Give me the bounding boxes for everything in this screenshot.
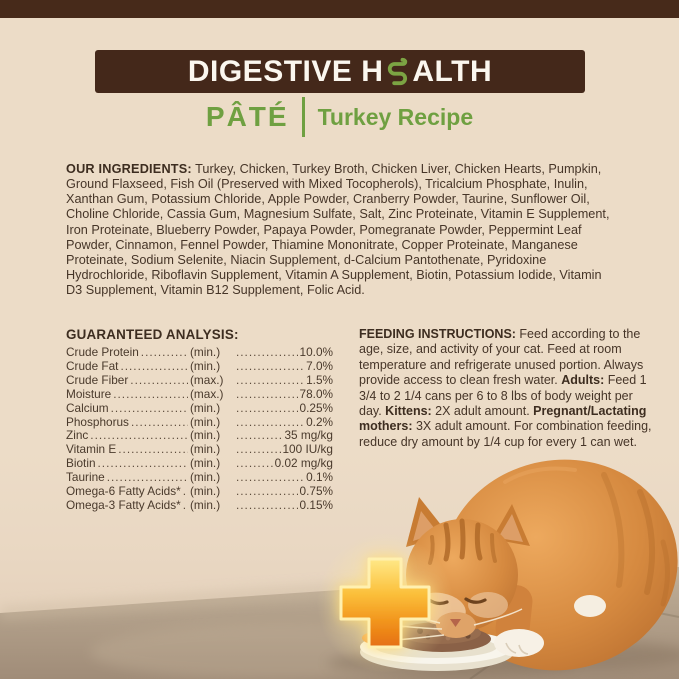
ingredients-section: OUR INGREDIENTS: Turkey, Chicken, Turkey… [66,162,619,299]
subtitle-row: PÂTÉ Turkey Recipe [0,97,679,137]
analysis-row: Crude Fiber(max.)1.5% [66,373,333,388]
feeding-instructions-text: FEEDING INSTRUCTIONS: Feed according to … [359,327,652,449]
analysis-row: Phosphorus(min.)0.2% [66,415,333,430]
intestine-icon [388,57,408,86]
analysis-row: Taurine(min.)0.1% [66,470,333,485]
cat-eye-right [464,597,487,604]
cat-nose [450,619,461,627]
guaranteed-analysis-rows: Crude Protein(min.)10.0%Crude Fat(min.)7… [66,345,333,513]
top-brown-bar [0,0,679,18]
guaranteed-analysis-section: GUARANTEED ANALYSIS: Crude Protein(min.)… [66,327,333,513]
product-title-banner: DIGESTIVE H ALTH [95,50,585,93]
analysis-row: Crude Protein(min.)10.0% [66,345,333,360]
product-photo [0,447,679,679]
recipe-name: Turkey Recipe [317,103,474,130]
ingredients-text: Turkey, Chicken, Turkey Broth, Chicken L… [66,161,610,298]
subtitle-divider [301,97,305,137]
ingredients-label: OUR INGREDIENTS: [66,161,192,176]
title-right: ALTH [412,54,493,88]
analysis-row: Moisture(max.)78.0% [66,387,333,402]
analysis-row: Zinc(min.)35 mg/kg [66,429,333,443]
pate-label: PÂTÉ [205,101,289,132]
cat-illustration [360,459,678,671]
analysis-row: Calcium(min.)0.25% [66,401,333,416]
analysis-row: Omega-3 Fatty Acids*(min.)0.15% [66,498,333,513]
cat-back-paw [574,595,606,617]
plus-icon [339,557,431,649]
digestive-health-title: DIGESTIVE H ALTH [188,55,492,88]
analysis-row: Crude Fat(min.)7.0% [66,359,333,374]
analysis-row: Vitamin E(min.)100 IU/kg [66,442,333,457]
analysis-row: Biotin(min.)0.02 mg/kg [66,456,333,471]
title-left: DIGESTIVE H [187,54,384,88]
feeding-instructions-section: FEEDING INSTRUCTIONS: Feed according to … [359,327,658,450]
analysis-row: Omega-6 Fatty Acids*(min.)0.75% [66,484,333,499]
guaranteed-analysis-title: GUARANTEED ANALYSIS: [66,327,239,342]
cat-front-paw [494,629,544,657]
